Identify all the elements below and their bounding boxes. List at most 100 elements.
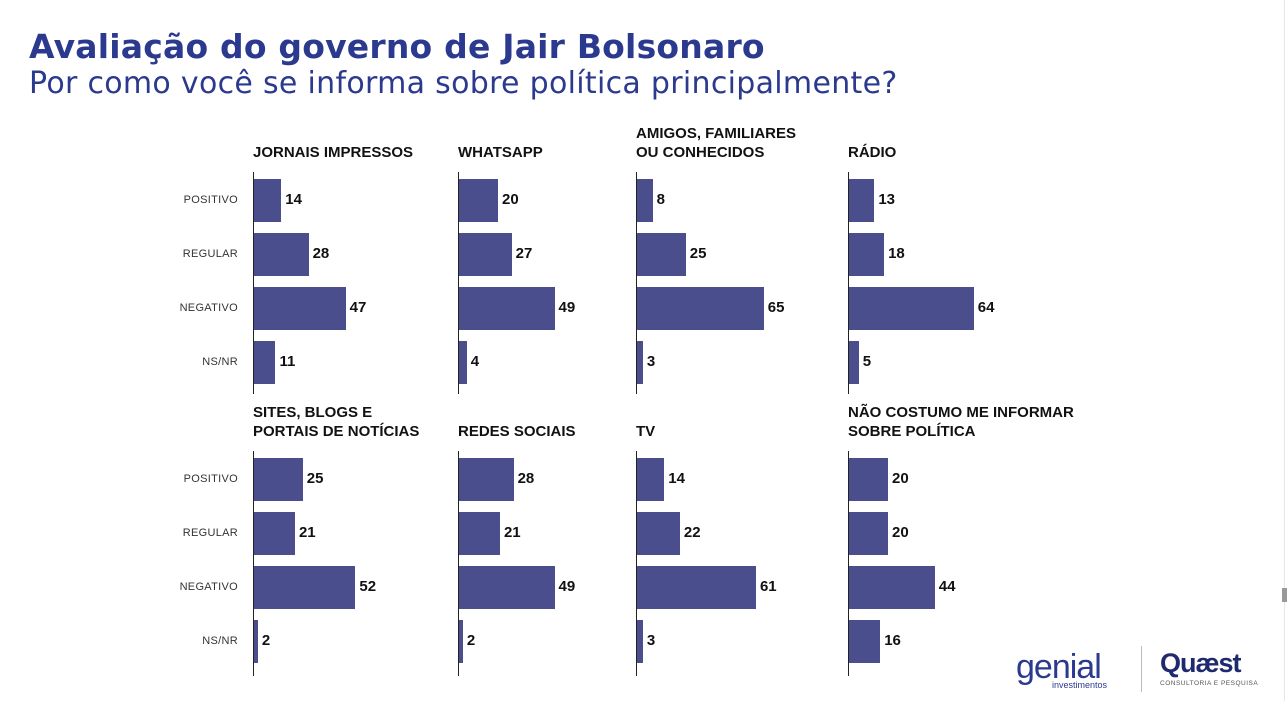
bar-axis xyxy=(848,172,849,394)
bar xyxy=(637,512,680,555)
quaest-logo: Quæst xyxy=(1160,648,1242,678)
panel-title: REDES SOCIAIS xyxy=(458,422,576,441)
panel-title: NÃO COSTUMO ME INFORMAR SOBRE POLÍTICA xyxy=(848,403,1074,441)
bar xyxy=(637,287,764,330)
bar-value-label: 44 xyxy=(938,577,956,595)
bar-value-label: 21 xyxy=(503,523,521,541)
bar-axis xyxy=(848,451,849,676)
bar-value-label: 27 xyxy=(515,244,533,262)
bar-value-label: 8 xyxy=(656,190,665,208)
panel-title-line: SOBRE POLÍTICA xyxy=(848,423,976,440)
bar-axis xyxy=(253,451,254,676)
bar-value-label: 21 xyxy=(298,523,316,541)
chart-subtitle: Por como você se informa sobre política … xyxy=(29,66,898,101)
bar-value-label: 20 xyxy=(892,523,909,541)
bar-value-label: 5 xyxy=(862,352,872,370)
panel-title: JORNAIS IMPRESSOS xyxy=(253,143,413,162)
bar-axis xyxy=(636,451,637,676)
bar xyxy=(849,287,974,330)
bar-axis xyxy=(458,451,459,676)
bar-value-label: 3 xyxy=(646,631,656,649)
bar xyxy=(459,233,512,276)
bar xyxy=(849,566,935,609)
panel-title-line: PORTAIS DE NOTÍCIAS xyxy=(253,423,420,440)
bar-value-label: 52 xyxy=(359,577,377,595)
bar-value-label: 3 xyxy=(646,352,656,370)
bar-value-label: 14 xyxy=(668,469,685,487)
bar-value-label: 25 xyxy=(689,244,707,262)
bar xyxy=(459,512,500,555)
genial-logo: genial xyxy=(1016,648,1102,686)
panel-title-line: OU CONHECIDOS xyxy=(636,144,765,161)
bar-value-label: 28 xyxy=(517,469,535,487)
quaest-logo-subtitle: CONSULTORIA E PESQUISA xyxy=(1160,680,1259,687)
bar xyxy=(254,233,309,276)
category-label: REGULAR xyxy=(182,247,238,260)
bar xyxy=(459,179,498,222)
scrollbar-thumb[interactable] xyxy=(1282,588,1287,602)
bar-value-label: 28 xyxy=(312,244,330,262)
bar-value-label: 61 xyxy=(759,577,777,595)
panel-title-line: RÁDIO xyxy=(848,144,897,161)
bar xyxy=(459,287,555,330)
bar xyxy=(637,458,665,501)
bar xyxy=(849,512,888,555)
bar-value-label: 25 xyxy=(306,469,324,487)
bar-value-label: 4 xyxy=(470,352,480,370)
bar xyxy=(254,620,258,663)
bar-value-label: 20 xyxy=(502,190,519,208)
panel-title: RÁDIO xyxy=(848,143,896,162)
bar-value-label: 49 xyxy=(558,298,576,316)
panel-title: SITES, BLOGS E PORTAIS DE NOTÍCIAS xyxy=(253,403,419,441)
bar xyxy=(459,458,514,501)
bar xyxy=(254,341,276,384)
panel-title-line: NÃO COSTUMO ME INFORMAR xyxy=(848,404,1074,421)
bar xyxy=(849,233,885,276)
panel-title-line: TV xyxy=(636,423,656,440)
bar-axis xyxy=(458,172,459,394)
panel-title: WHATSAPP xyxy=(458,143,543,162)
logo-divider xyxy=(1141,646,1142,692)
bar-value-label: 22 xyxy=(683,523,701,541)
genial-logo-subtitle: investimentos xyxy=(1052,680,1108,690)
panel-title: AMIGOS, FAMILIARES OU CONHECIDOS xyxy=(636,124,796,162)
category-label: NEGATIVO xyxy=(179,301,238,314)
panel-title-line: JORNAIS IMPRESSOS xyxy=(253,144,414,161)
bar-value-label: 47 xyxy=(349,298,367,316)
bar-value-label: 14 xyxy=(285,190,302,208)
bar-value-label: 49 xyxy=(558,577,576,595)
bar xyxy=(637,233,686,276)
bar xyxy=(637,341,643,384)
bar xyxy=(849,179,875,222)
bar-value-label: 11 xyxy=(279,352,296,370)
chart-title: Avaliação do governo de Jair Bolsonaro xyxy=(29,27,765,66)
bar-value-label: 20 xyxy=(892,469,909,487)
bar xyxy=(849,341,859,384)
category-label: POSITIVO xyxy=(183,472,238,485)
bar xyxy=(849,458,888,501)
bar xyxy=(459,566,555,609)
bar xyxy=(459,341,467,384)
bar-axis xyxy=(253,172,254,394)
bar-axis xyxy=(636,172,637,394)
bar xyxy=(849,620,881,663)
bar-value-label: 64 xyxy=(977,298,995,316)
bar-value-label: 2 xyxy=(466,631,476,649)
panel-title-line: WHATSAPP xyxy=(458,144,543,161)
category-label: REGULAR xyxy=(182,526,238,539)
panel-title-line: REDES SOCIAIS xyxy=(458,423,576,440)
bar xyxy=(459,620,463,663)
bar xyxy=(254,458,303,501)
bar xyxy=(254,287,346,330)
page-edge xyxy=(1284,0,1285,701)
category-label: NS/NR xyxy=(202,634,238,647)
category-label: POSITIVO xyxy=(183,193,238,206)
bar xyxy=(637,620,643,663)
bar xyxy=(254,179,282,222)
bar xyxy=(254,566,356,609)
bar xyxy=(254,512,295,555)
panel-title-line: SITES, BLOGS E xyxy=(253,404,373,421)
bar-value-label: 18 xyxy=(888,244,905,262)
category-label: NS/NR xyxy=(202,355,238,368)
category-label: NEGATIVO xyxy=(179,580,238,593)
